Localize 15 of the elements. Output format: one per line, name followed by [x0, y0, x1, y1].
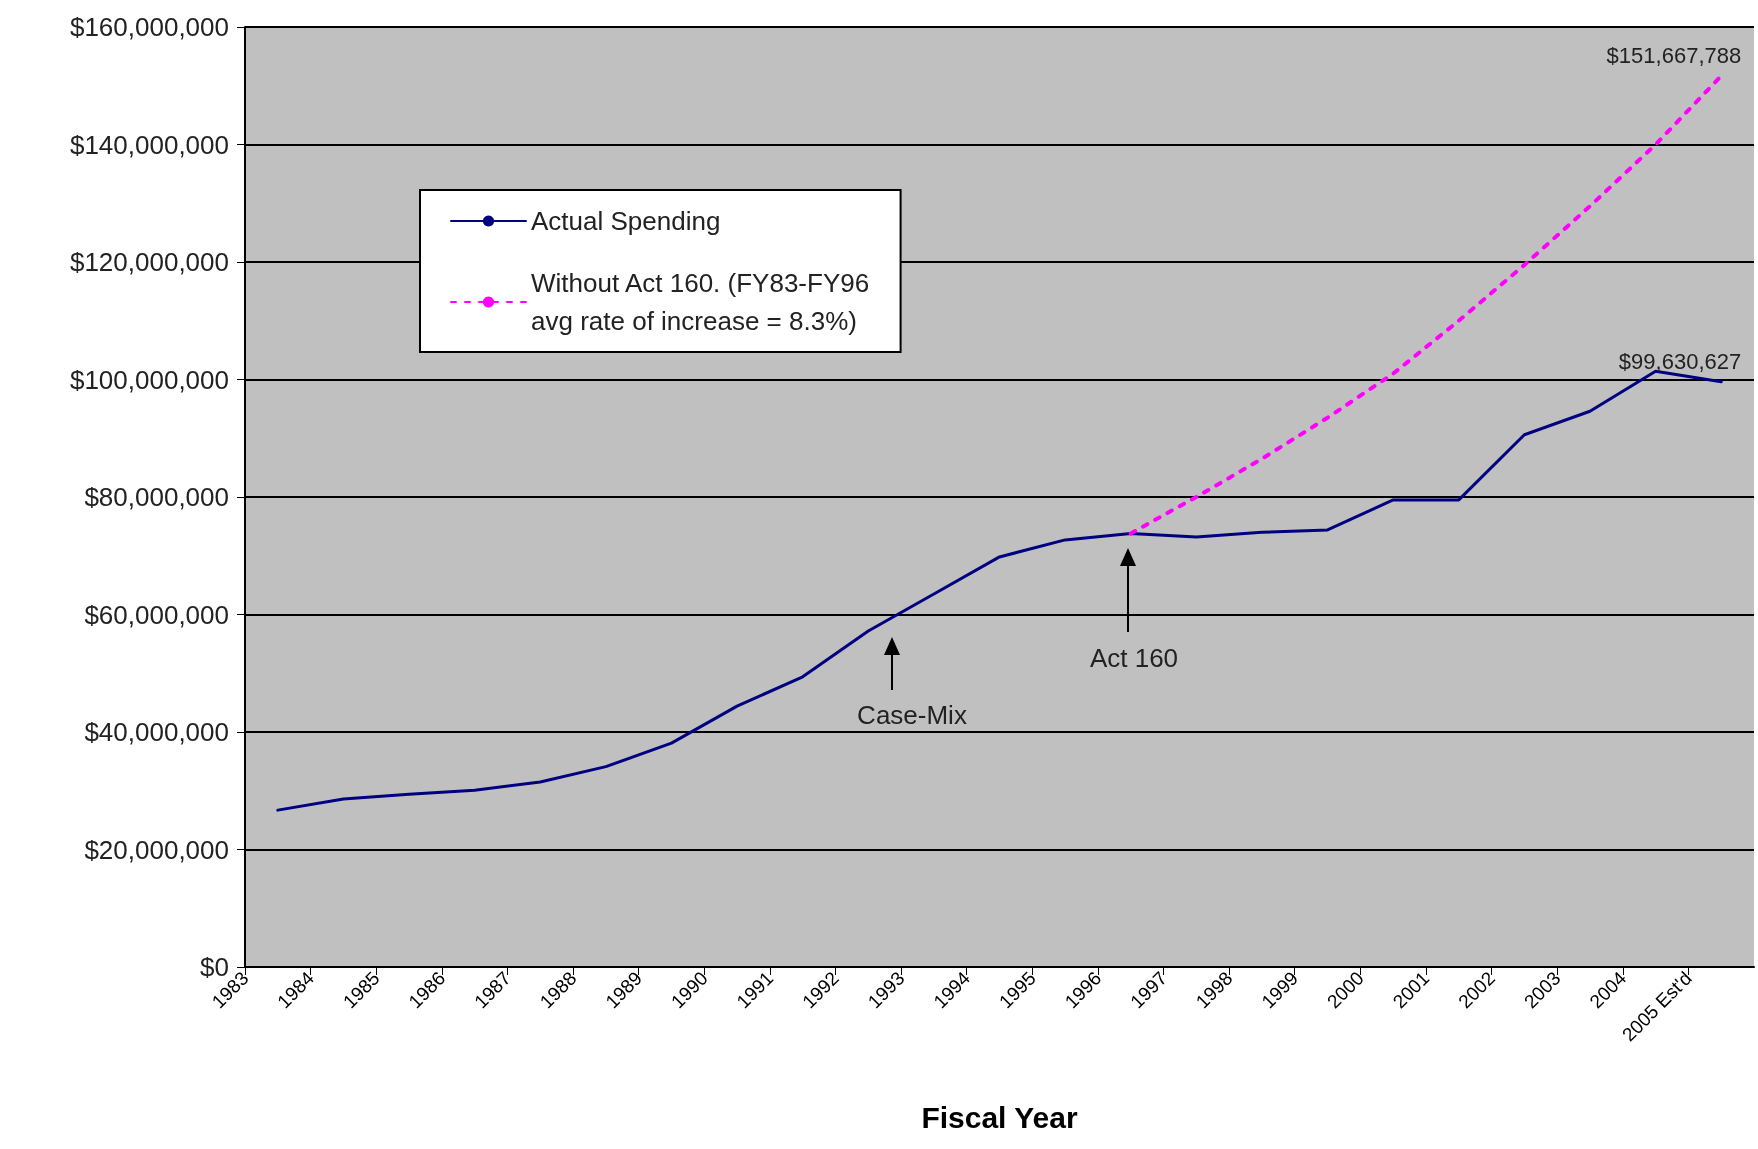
y-tick-label: $100,000,000: [69, 364, 229, 395]
annotation: Case-Mix: [857, 699, 967, 731]
y-tick-label: $40,000,000: [84, 717, 229, 747]
legend-label: Without Act 160. (FY83-FY96 avg rate of increase = 8.3%): [531, 268, 870, 336]
y-tick-label: $140,000,000: [69, 129, 229, 160]
y-tick-label: $20,000,000: [84, 834, 229, 865]
data-label: $99,630,627: [1618, 349, 1742, 375]
y-tick-label: $60,000,000: [84, 599, 229, 630]
y-tick-label: $80,000,000: [84, 482, 229, 512]
y-tick-label: $120,000,000: [69, 247, 229, 277]
annotation: Act 160: [1089, 642, 1179, 674]
y-tick-label: $160,000,000: [69, 12, 229, 42]
data-label: $151,667,788: [1606, 43, 1742, 69]
legend-label: Actual Spending: [531, 206, 721, 236]
x-axis-title: Fiscal Year: [921, 1100, 1078, 1134]
